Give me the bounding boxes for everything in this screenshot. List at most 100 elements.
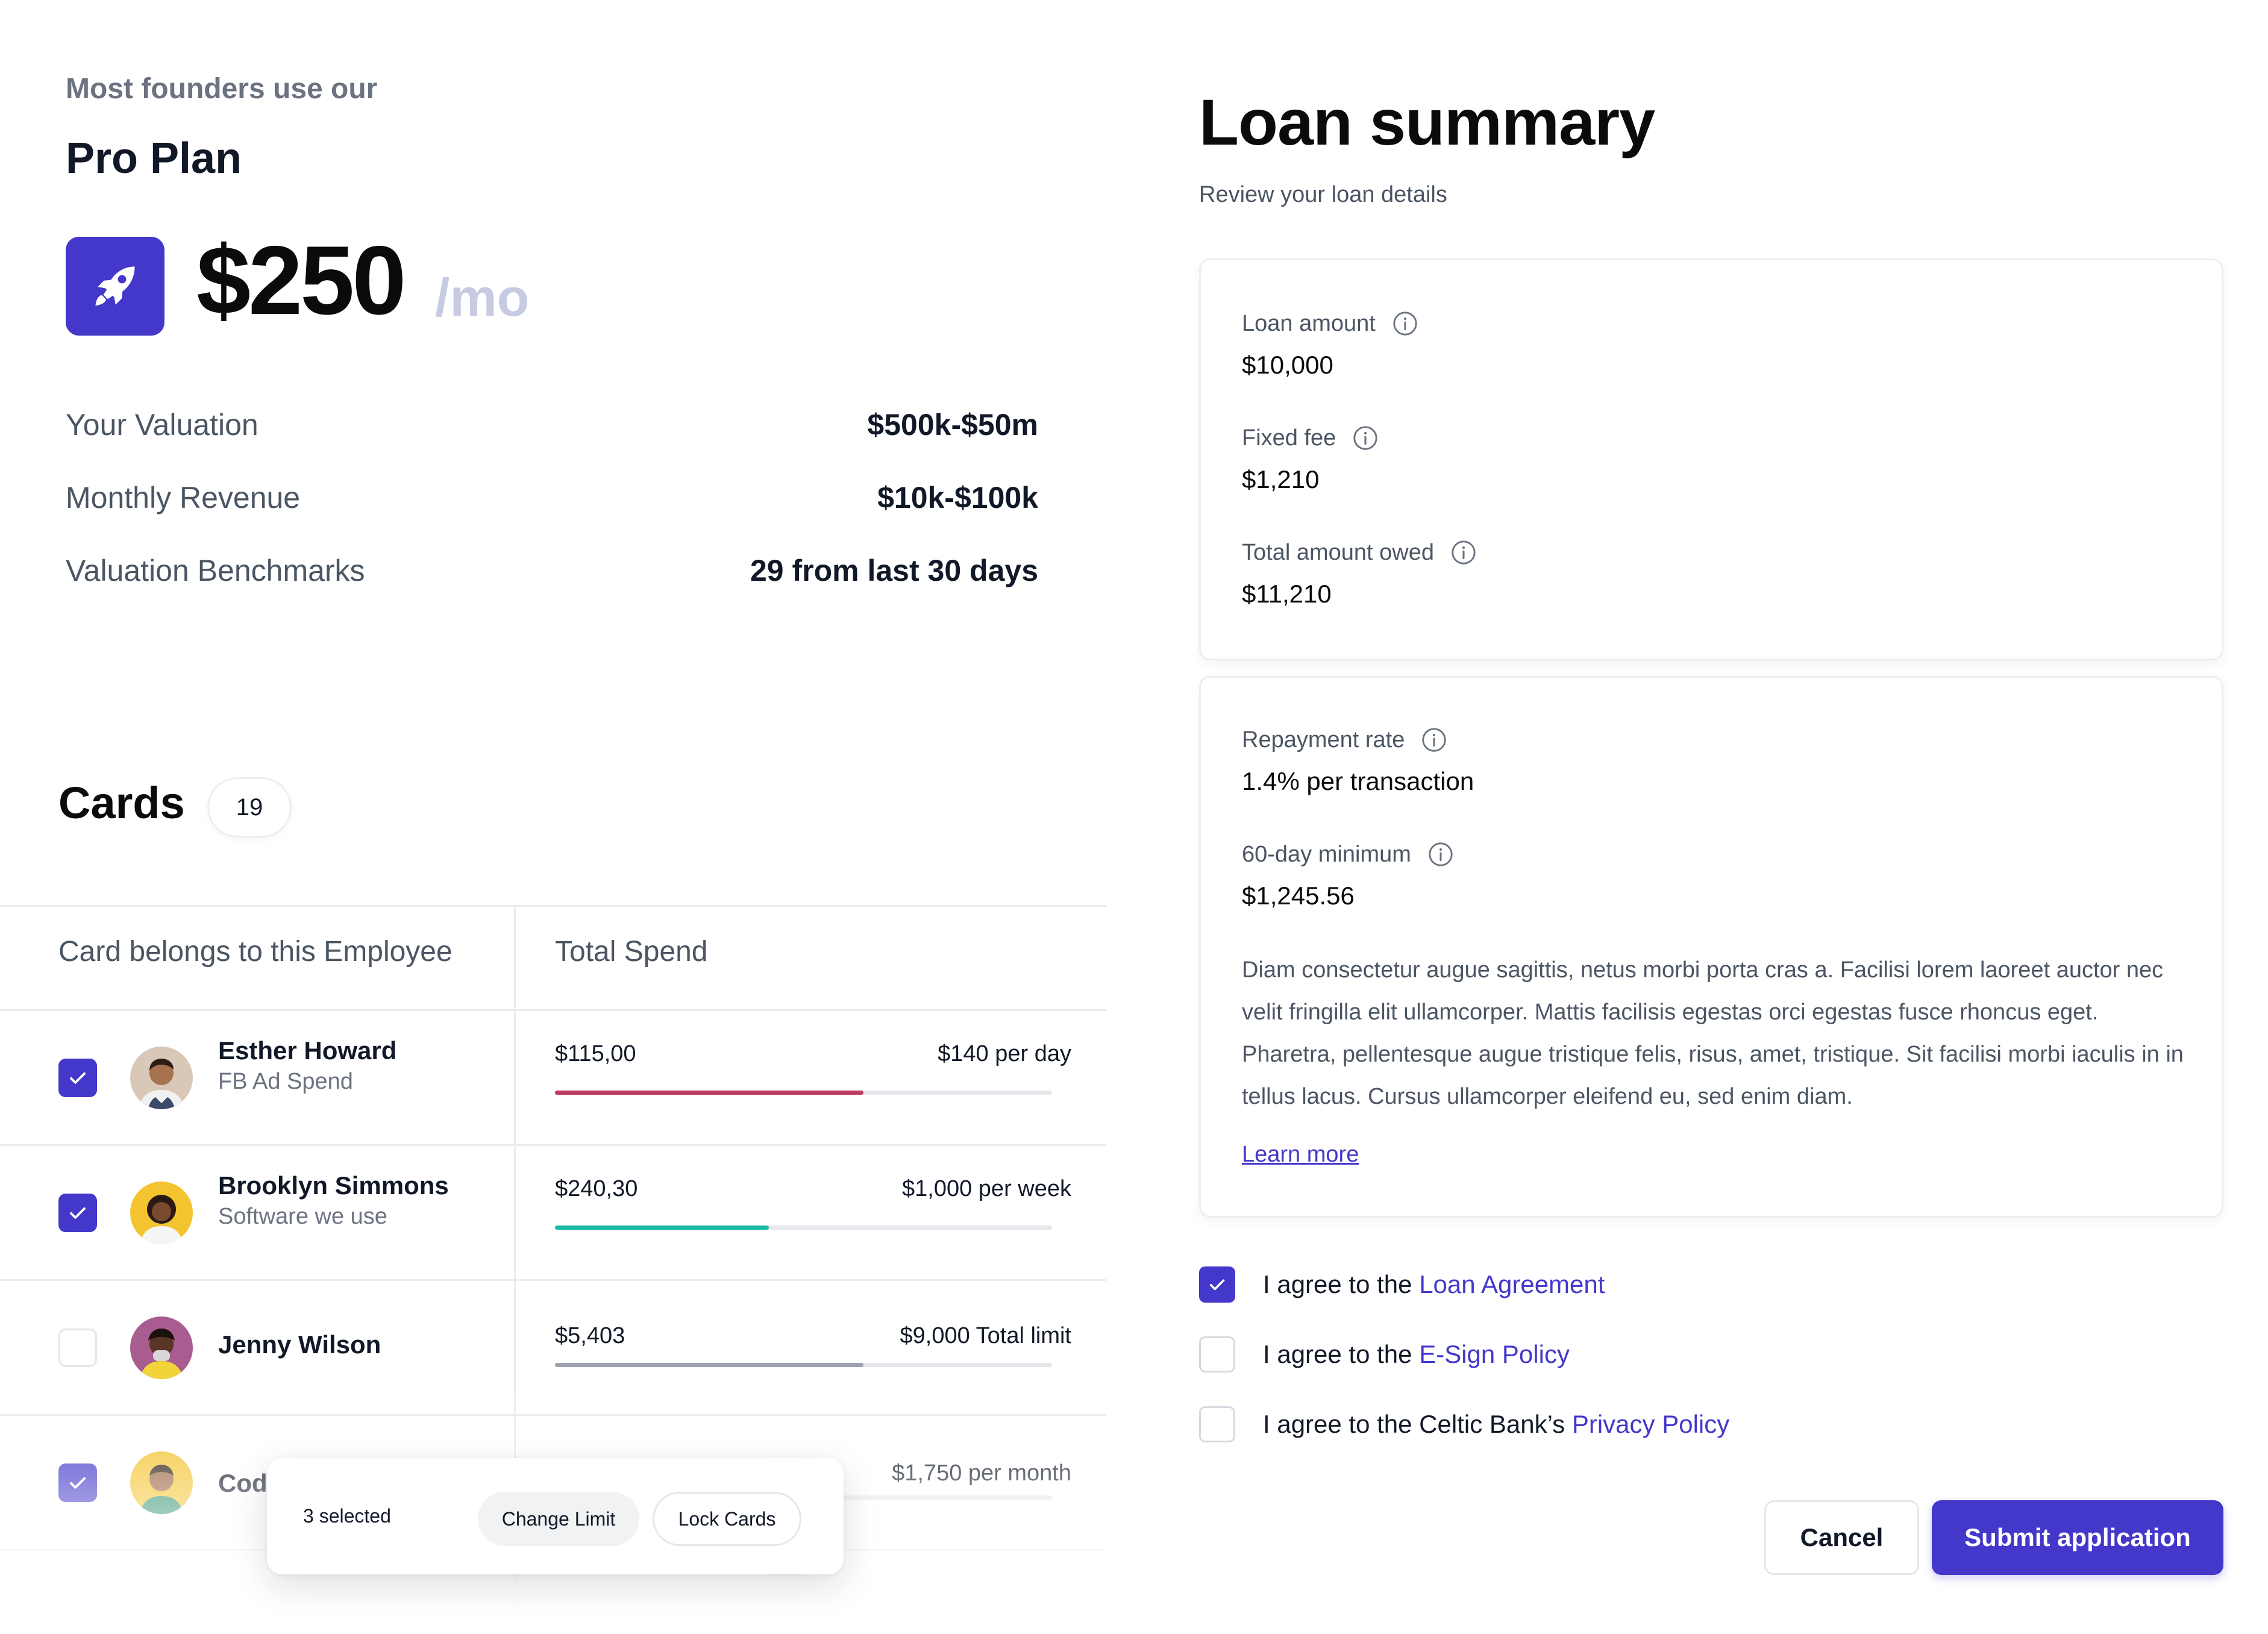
spend-limit: $140 per day: [938, 1041, 1071, 1066]
loan-agreement-link[interactable]: Loan Agreement: [1419, 1270, 1605, 1298]
avatar: [130, 1182, 193, 1244]
employee-name: Cod: [218, 1469, 268, 1497]
table-divider: [0, 1279, 1106, 1281]
loan-title: Loan summary: [1199, 86, 1655, 158]
agreement-text: I agree to the Celtic Bank’s Privacy Pol…: [1263, 1410, 1729, 1439]
spend-amount: $115,00: [555, 1041, 636, 1066]
agreement-loan-agreement[interactable]: I agree to the Loan Agreement: [1199, 1266, 1605, 1303]
agreement-esign-policy[interactable]: I agree to the E-Sign Policy: [1199, 1336, 1570, 1373]
change-limit-button[interactable]: Change Limit: [478, 1492, 639, 1546]
repayment-panel: Repayment rate 1.4% per transaction 60-d…: [1199, 676, 2223, 1218]
cards-title: Cards: [58, 778, 185, 828]
check-icon: [70, 1477, 86, 1489]
avatar: [130, 1316, 193, 1379]
agreement-text: I agree to the E-Sign Policy: [1263, 1340, 1570, 1369]
cancel-button[interactable]: Cancel: [1764, 1500, 1919, 1575]
loan-amounts-panel: Loan amount $10,000 Fixed fee $1,210 Tot…: [1199, 258, 2223, 660]
stat-row-valuation: Your Valuation $500k-$50m: [66, 407, 1038, 442]
table-row[interactable]: Jenny Wilson $5,403 $9,000 Total limit: [0, 1281, 1106, 1415]
lock-cards-button[interactable]: Lock Cards: [653, 1492, 801, 1546]
cards-count-badge: 19: [207, 777, 292, 837]
loan-subtitle: Review your loan details: [1199, 182, 1447, 207]
table-row[interactable]: Brooklyn Simmons Software we use $240,30…: [0, 1146, 1106, 1280]
plan-icon-tile: [66, 237, 164, 336]
stat-value: 29 from last 30 days: [750, 554, 1038, 587]
check-icon: [70, 1072, 86, 1084]
field-value-fixed-fee: $1,210: [1242, 465, 1320, 493]
spend-progress-fill: [555, 1363, 863, 1367]
agreement-prefix: I agree to the: [1263, 1340, 1420, 1368]
agreement-prefix: I agree to the: [1263, 1270, 1420, 1298]
field-label-60-day-minimum: 60-day minimum: [1242, 840, 1455, 868]
employee-name: Jenny Wilson: [218, 1330, 381, 1359]
plan-title: Pro Plan: [66, 134, 242, 183]
employee-subtitle: Software we use: [218, 1204, 387, 1229]
avatar: [130, 1451, 193, 1514]
row-checkbox[interactable]: [58, 1329, 97, 1367]
spend-progress-track: [555, 1363, 1052, 1367]
table-divider: [0, 1009, 1106, 1011]
spend-progress-track: [555, 1091, 1052, 1095]
field-value-loan-amount: $10,000: [1242, 351, 1333, 379]
agreement-checkbox[interactable]: [1199, 1336, 1235, 1373]
stat-label: Monthly Revenue: [66, 481, 301, 515]
bulk-action-bar: 3 selected Change Limit Lock Cards: [267, 1458, 844, 1574]
agreement-privacy-policy[interactable]: I agree to the Celtic Bank’s Privacy Pol…: [1199, 1406, 1729, 1442]
avatar: [130, 1047, 193, 1109]
spend-limit: $9,000 Total limit: [900, 1323, 1071, 1348]
column-header-total-spend[interactable]: Total Spend: [555, 936, 708, 968]
employee-name: Esther Howard: [218, 1036, 397, 1065]
plan-eyebrow: Most founders use our: [66, 73, 378, 105]
stat-value: $10k-$100k: [877, 481, 1038, 515]
check-icon: [1209, 1279, 1225, 1291]
row-checkbox[interactable]: [58, 1194, 97, 1232]
field-value-total-owed: $11,210: [1242, 580, 1332, 608]
agreement-checkbox[interactable]: [1199, 1406, 1235, 1442]
field-value-60-day-minimum: $1,245.56: [1242, 881, 1355, 910]
esign-policy-link[interactable]: E-Sign Policy: [1419, 1340, 1570, 1368]
table-divider: [0, 1144, 1106, 1146]
field-label-text: Total amount owed: [1242, 539, 1434, 565]
plan-price: $250: [196, 226, 406, 335]
column-header-employee[interactable]: Card belongs to this Employee: [58, 936, 453, 968]
info-icon[interactable]: [1420, 726, 1448, 754]
table-column-divider: [514, 907, 516, 1634]
spend-amount: $5,403: [555, 1323, 625, 1348]
loan-description: Diam consectetur augue sagittis, netus m…: [1242, 957, 2184, 1109]
privacy-policy-link[interactable]: Privacy Policy: [1571, 1410, 1730, 1438]
info-icon[interactable]: [1427, 840, 1455, 868]
employee-name: Brooklyn Simmons: [218, 1171, 449, 1200]
spend-limit: $1,750 per month: [892, 1460, 1071, 1486]
field-label-loan-amount: Loan amount: [1242, 310, 1419, 337]
spend-progress-fill: [555, 1091, 863, 1095]
agreement-text: I agree to the Loan Agreement: [1263, 1270, 1605, 1299]
agreement-checkbox[interactable]: [1199, 1266, 1235, 1303]
rocket-icon: [95, 266, 135, 306]
info-icon[interactable]: [1391, 310, 1419, 337]
field-label-total-owed: Total amount owed: [1242, 539, 1477, 566]
spend-progress-track: [555, 1226, 1052, 1230]
stat-value: $500k-$50m: [867, 408, 1038, 442]
info-icon[interactable]: [1450, 539, 1477, 566]
info-icon[interactable]: [1352, 424, 1379, 452]
field-label-repayment-rate: Repayment rate: [1242, 726, 1448, 754]
table-divider: [0, 905, 1106, 907]
field-label-text: Loan amount: [1242, 310, 1376, 336]
spend-limit: $1,000 per week: [902, 1176, 1071, 1201]
selected-count: 3 selected: [303, 1505, 391, 1527]
stat-label: Valuation Benchmarks: [66, 554, 365, 587]
field-label-text: 60-day minimum: [1242, 841, 1411, 867]
check-icon: [70, 1207, 86, 1219]
field-label-fixed-fee: Fixed fee: [1242, 424, 1379, 452]
employee-subtitle: FB Ad Spend: [218, 1069, 353, 1094]
learn-more-link[interactable]: Learn more: [1242, 1142, 1359, 1167]
stat-label: Your Valuation: [66, 408, 258, 442]
submit-application-button[interactable]: Submit application: [1932, 1500, 2223, 1575]
field-value-repayment-rate: 1.4% per transaction: [1242, 767, 1474, 795]
row-checkbox[interactable]: [58, 1059, 97, 1097]
table-row[interactable]: Esther Howard FB Ad Spend $115,00 $140 p…: [0, 1011, 1106, 1145]
row-checkbox[interactable]: [58, 1463, 97, 1502]
spend-amount: $240,30: [555, 1176, 638, 1201]
field-label-text: Fixed fee: [1242, 425, 1336, 451]
field-label-text: Repayment rate: [1242, 727, 1405, 753]
